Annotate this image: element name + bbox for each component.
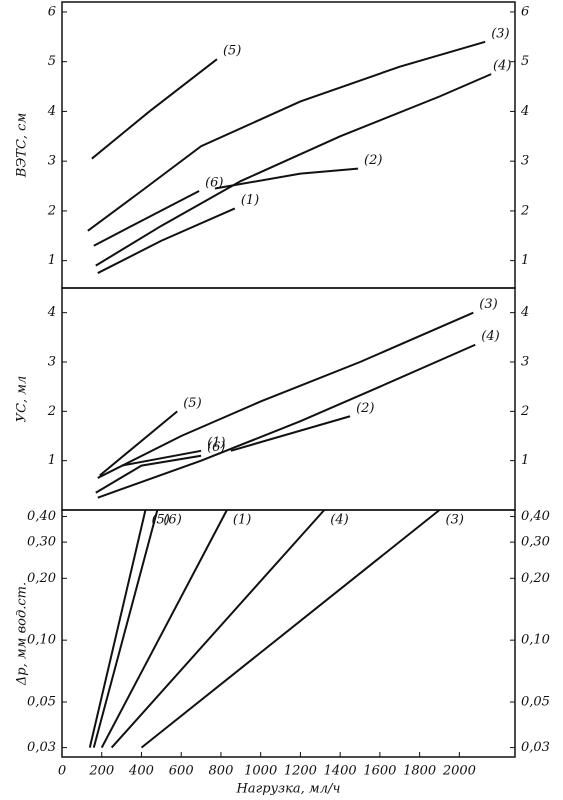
series-label: (2)	[364, 153, 382, 168]
y-tick-label: 0,03	[27, 740, 56, 755]
series-label: (6)	[163, 513, 181, 528]
line	[214, 167, 359, 190]
y-tick-label-right: 1	[521, 453, 529, 468]
y-tick-label-right: 0,20	[521, 571, 550, 586]
x-tick-label: 800	[209, 764, 234, 779]
line	[95, 454, 202, 494]
x-tick-label: 200	[88, 764, 114, 779]
y-tick-label-right: 1	[521, 253, 529, 268]
line	[97, 343, 476, 499]
y-tick-label-right: 0,30	[521, 535, 550, 550]
line	[99, 410, 178, 477]
panel-frame	[61, 509, 516, 758]
x-tick-label: 2000	[442, 764, 476, 779]
x-tick-label: 0	[58, 764, 66, 779]
y-tick-label-right: 4	[520, 305, 529, 320]
y-tick-label: 0,40	[27, 509, 56, 524]
series-label: (5)	[223, 44, 241, 59]
y-tick-label-right: 0,03	[521, 740, 550, 755]
y-axis-label: ВЭТС, см	[15, 113, 30, 178]
series-label: (6)	[205, 176, 223, 191]
x-tick-label: 400	[128, 764, 154, 779]
line	[97, 311, 474, 479]
line	[100, 509, 228, 749]
panel-frame	[61, 287, 516, 511]
y-tick-label: 4	[47, 104, 56, 119]
series-label: (4)	[330, 513, 348, 528]
y-tick-label-right: 3	[521, 154, 529, 169]
y-tick-label: 0,30	[27, 535, 56, 550]
y-tick-label-right: 6	[521, 4, 529, 19]
y-tick-label-right: 0,05	[521, 695, 550, 710]
line	[88, 509, 147, 748]
y-axis-label: УС, мл	[15, 376, 30, 423]
line	[110, 509, 326, 749]
y-tick-label: 2	[47, 404, 56, 419]
y-tick-label: 3	[48, 154, 56, 169]
y-tick-label: 1	[48, 253, 56, 268]
line	[87, 40, 486, 232]
x-tick-label: 1800	[403, 764, 436, 779]
series-label: (1)	[233, 513, 251, 528]
series-label: (3)	[491, 26, 509, 41]
x-tick-label: 1600	[363, 764, 396, 779]
series-label: (3)	[446, 513, 464, 528]
y-tick-label: 6	[48, 4, 56, 19]
series-label: (4)	[493, 59, 511, 74]
y-tick-label: 2	[47, 203, 56, 218]
y-tick-label-right: 3	[521, 355, 529, 370]
y-axis-label: Δp, мм вод.ст.	[15, 582, 30, 686]
y-tick-label: 0,05	[27, 695, 56, 710]
y-tick-label-right: 5	[521, 54, 529, 69]
series-label: (5)	[183, 396, 201, 411]
y-tick-label: 3	[48, 355, 56, 370]
line	[121, 449, 202, 467]
line	[230, 415, 351, 452]
x-axis-label: Нагрузка, мл/ч	[236, 782, 341, 797]
x-tick-label: 1200	[284, 764, 317, 779]
x-tick-label: 1400	[324, 764, 357, 779]
line	[91, 58, 218, 160]
y-tick-label-right: 4	[520, 104, 529, 119]
y-tick-label-right: 0,10	[521, 633, 550, 648]
line	[93, 190, 200, 247]
line	[95, 73, 492, 267]
line	[92, 509, 159, 748]
x-tick-label: 600	[169, 764, 194, 779]
y-tick-label: 5	[48, 54, 56, 69]
series-label: (1)	[207, 435, 225, 450]
x-tick-label: 1000	[244, 764, 277, 779]
y-tick-label: 0,10	[27, 633, 56, 648]
y-tick-label: 0,20	[27, 571, 56, 586]
y-tick-label-right: 2	[520, 404, 529, 419]
y-tick-label: 1	[48, 453, 56, 468]
y-tick-label-right: 0,40	[521, 509, 550, 524]
series-label: (3)	[479, 297, 497, 312]
y-tick-label-right: 2	[520, 203, 529, 218]
series-label: (1)	[241, 193, 259, 208]
series-label: (6)	[207, 440, 225, 455]
series-label: (4)	[481, 329, 499, 344]
series-label: (2)	[356, 401, 374, 416]
line	[97, 207, 236, 274]
line	[140, 509, 441, 749]
y-tick-label: 4	[47, 305, 56, 320]
